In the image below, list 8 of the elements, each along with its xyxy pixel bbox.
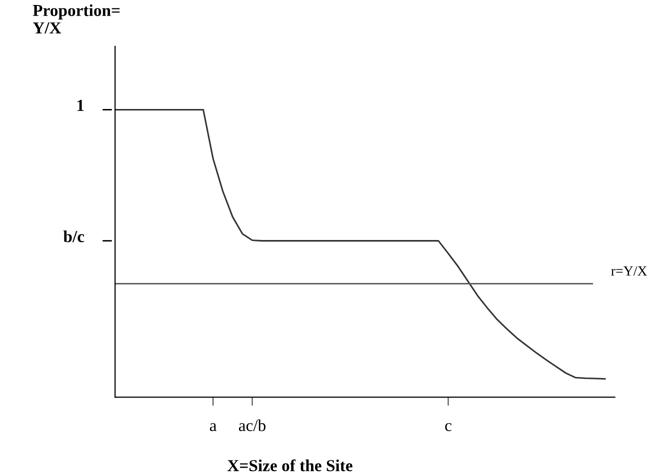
text: 1 [78, 100, 84, 111]
x-tick-label: ac/b [238, 419, 266, 432]
text: b/c [63, 230, 84, 242]
ref-line-label: r=Y/X [611, 266, 648, 276]
x-tick-label: c [445, 423, 452, 432]
x-tick-label: a [210, 423, 217, 432]
y-axis-title: Proportion= Y/X [32, 4, 120, 34]
x-axis-title: X=Size of the Site [227, 459, 352, 472]
